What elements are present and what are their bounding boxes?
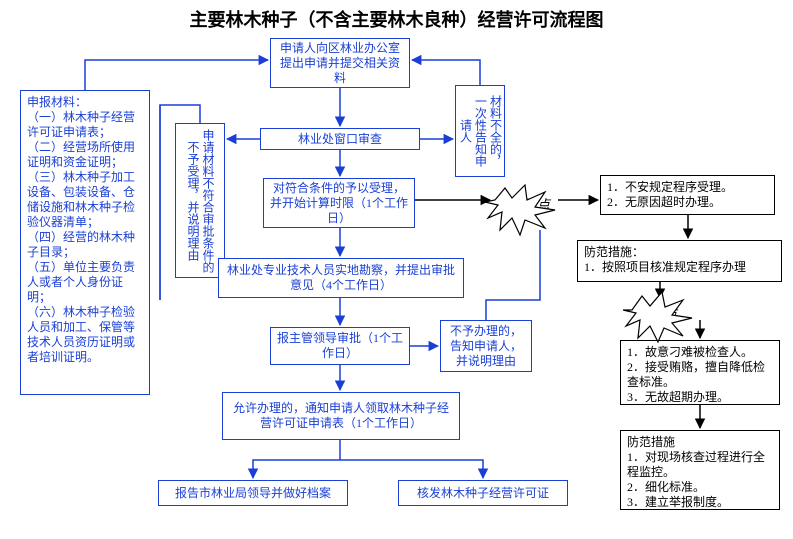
materials-box: 申报材料： （一）林木种子经营许可证申请表； （二）经营场所使用证明和资金证明；… xyxy=(20,90,150,395)
page-title: 主要林木种子（不含主要林木良种）经营许可流程图 xyxy=(0,6,793,32)
window-review-box: 林业处窗口审查 xyxy=(260,128,420,150)
apply-box: 申请人向区林业办公室提出申请并提交相关资料 xyxy=(270,38,410,88)
risk1-list-box: 1．不安规定程序受理。 2．无原因超时办理。 xyxy=(600,175,775,215)
accept-box: 对符合条件的予以受理，并开始计算时限（1个工作日） xyxy=(263,178,415,228)
site-review-box: 林业处专业技术人员实地勘察，并提出审批意见（4个工作日） xyxy=(218,258,464,298)
risk2-list-box: 1．故意刁难被检查人。 2．接受贿赂，擅自降低检查标准。 3．无故超期办理。 xyxy=(620,340,780,405)
risk-label-1: 风险点 xyxy=(511,194,550,213)
risk1-measure-box: 防范措施： 1．按照项目核准规定程序办理 xyxy=(577,240,782,282)
issue-box: 核发林木种子经营许可证 xyxy=(398,480,568,506)
approve-box: 允许办理的，通知申请人领取林木种子经营许可证申请表（1个工作日） xyxy=(222,392,460,440)
risk-label-2: 风险点 xyxy=(638,304,677,323)
deny-box: 不予办理的，告知申请人，并说明理由 xyxy=(440,320,532,372)
archive-box: 报告市林业局领导并做好档案 xyxy=(158,480,348,506)
reject-material-box: 申请材料不符合审批条件的不予受理，并说明理由 xyxy=(175,123,225,278)
risk2-measure-box: 防范措施 1．对现场核查过程进行全程监控。 2．细化标准。 3．建立举报制度。 xyxy=(620,430,780,510)
leader-review-box: 报主管领导审批（1个工作日） xyxy=(270,327,410,365)
incomplete-box: 材料不全的，一次性告知申请人 xyxy=(455,85,505,177)
